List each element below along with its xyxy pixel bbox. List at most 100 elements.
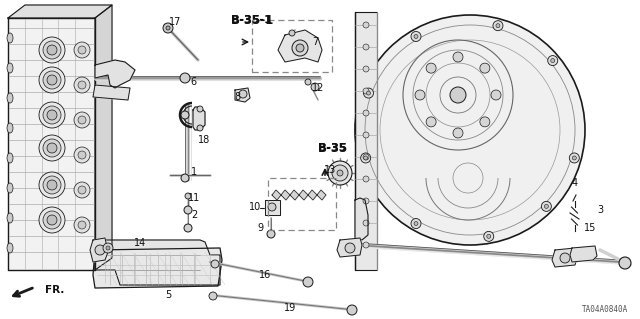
Circle shape: [363, 198, 369, 204]
Circle shape: [453, 128, 463, 138]
Circle shape: [426, 117, 436, 127]
Circle shape: [78, 116, 86, 124]
Text: B-35: B-35: [318, 143, 346, 153]
Text: 5: 5: [165, 290, 171, 300]
Text: 18: 18: [198, 135, 210, 145]
Circle shape: [166, 26, 170, 30]
Circle shape: [367, 91, 371, 95]
Polygon shape: [93, 85, 130, 100]
Circle shape: [211, 260, 219, 268]
Circle shape: [180, 73, 190, 83]
Ellipse shape: [7, 183, 13, 193]
Circle shape: [47, 75, 57, 85]
Circle shape: [74, 182, 90, 198]
Polygon shape: [8, 5, 112, 18]
Text: 9: 9: [257, 223, 263, 233]
Circle shape: [548, 56, 557, 66]
Ellipse shape: [7, 153, 13, 163]
Text: 10: 10: [249, 202, 261, 212]
Text: TA04A0840A: TA04A0840A: [582, 305, 628, 314]
Circle shape: [39, 67, 65, 93]
Circle shape: [355, 15, 585, 245]
Circle shape: [411, 219, 421, 228]
Circle shape: [296, 44, 304, 52]
Circle shape: [493, 21, 503, 31]
Circle shape: [364, 156, 368, 160]
Circle shape: [363, 44, 369, 50]
Polygon shape: [317, 190, 326, 200]
Circle shape: [450, 87, 466, 103]
Bar: [268, 178, 336, 230]
Circle shape: [184, 206, 192, 214]
Circle shape: [551, 59, 555, 63]
Circle shape: [415, 90, 425, 100]
Circle shape: [209, 292, 217, 300]
Circle shape: [43, 211, 61, 229]
Circle shape: [47, 110, 57, 120]
Circle shape: [78, 81, 86, 89]
Circle shape: [363, 22, 369, 28]
Text: B-35-1: B-35-1: [231, 15, 271, 25]
Text: B-35: B-35: [318, 142, 348, 154]
Text: 14: 14: [134, 238, 146, 248]
Circle shape: [39, 135, 65, 161]
Text: 2: 2: [191, 210, 197, 220]
Polygon shape: [95, 240, 220, 285]
Polygon shape: [265, 200, 280, 215]
Circle shape: [185, 193, 191, 199]
Circle shape: [106, 246, 110, 250]
Text: 7: 7: [312, 37, 318, 47]
Circle shape: [364, 88, 374, 98]
Circle shape: [363, 110, 369, 116]
Text: 11: 11: [188, 193, 200, 203]
Polygon shape: [95, 60, 135, 88]
Circle shape: [363, 66, 369, 72]
Ellipse shape: [7, 33, 13, 43]
Circle shape: [43, 41, 61, 59]
Circle shape: [74, 217, 90, 233]
Circle shape: [74, 42, 90, 58]
Circle shape: [78, 46, 86, 54]
Polygon shape: [278, 30, 322, 62]
Circle shape: [43, 106, 61, 124]
Circle shape: [545, 204, 548, 208]
Circle shape: [345, 243, 355, 253]
Circle shape: [480, 117, 490, 127]
Circle shape: [239, 90, 247, 98]
Circle shape: [414, 221, 418, 226]
Circle shape: [39, 102, 65, 128]
Circle shape: [363, 154, 369, 160]
Circle shape: [480, 63, 490, 73]
Circle shape: [541, 201, 552, 211]
Ellipse shape: [7, 123, 13, 133]
Circle shape: [289, 30, 295, 36]
Text: 1: 1: [191, 167, 197, 177]
Text: 3: 3: [597, 205, 603, 215]
Text: 6: 6: [190, 77, 196, 87]
Circle shape: [292, 40, 308, 56]
Circle shape: [39, 37, 65, 63]
Circle shape: [43, 139, 61, 157]
Circle shape: [267, 230, 275, 238]
Circle shape: [78, 221, 86, 229]
Circle shape: [347, 305, 357, 315]
Circle shape: [328, 161, 352, 185]
Circle shape: [47, 45, 57, 55]
Bar: [355, 12, 377, 270]
Polygon shape: [90, 238, 108, 262]
Circle shape: [184, 224, 192, 232]
Circle shape: [39, 172, 65, 198]
Circle shape: [487, 234, 491, 238]
Polygon shape: [8, 18, 95, 270]
Circle shape: [572, 156, 576, 160]
Text: 19: 19: [284, 303, 296, 313]
Circle shape: [305, 79, 311, 85]
Polygon shape: [552, 248, 578, 267]
Circle shape: [619, 257, 631, 269]
Circle shape: [74, 147, 90, 163]
Circle shape: [411, 32, 421, 41]
Circle shape: [43, 71, 61, 89]
Circle shape: [78, 151, 86, 159]
Polygon shape: [308, 190, 317, 200]
Circle shape: [361, 153, 371, 163]
